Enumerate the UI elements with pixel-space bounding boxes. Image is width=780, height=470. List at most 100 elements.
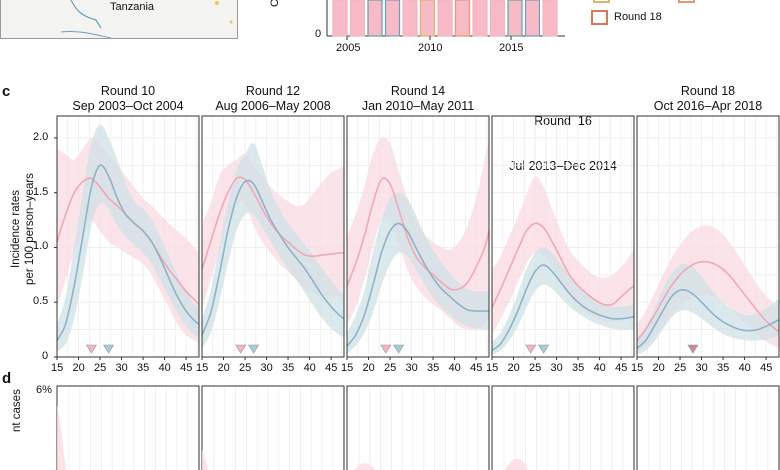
x-tick-label: 25: [239, 362, 252, 374]
ci-band-cropped: [202, 450, 208, 470]
subplot-frame: [636, 385, 780, 470]
bar-5: [419, 0, 436, 37]
x-tick-label: 25: [674, 362, 687, 374]
x-tick-label: 20: [507, 362, 520, 374]
panel-letter-d: d: [2, 370, 12, 387]
ci-band-series-1: [347, 192, 489, 354]
peak-marker: [525, 344, 537, 354]
x-tick-label: 15: [631, 362, 644, 374]
legend-swatch-round18: [591, 10, 608, 25]
legend-label-round18: Round 18: [614, 11, 662, 23]
subplot-round-3: [491, 115, 635, 360]
subplot-frame: [491, 385, 635, 470]
bar-8: [472, 0, 488, 37]
subplot-frame: [201, 115, 345, 358]
legend-swatch-cropped-2: [678, 0, 695, 3]
y-tick-label: 1.0: [33, 240, 49, 253]
peak-marker: [393, 344, 405, 354]
legend-swatch-cropped-1: [593, 0, 610, 3]
map-shapes: [60, 0, 233, 38]
x-tick-label: 25: [94, 362, 107, 374]
x-tick-label: 40: [303, 362, 316, 374]
x-tick-label: 40: [158, 362, 171, 374]
bar-2: [367, 0, 383, 37]
y-tick-label: 0: [42, 350, 49, 362]
peak-marker: [687, 344, 699, 354]
y-tick-label: 0.5: [33, 295, 49, 308]
bar-0: [332, 0, 348, 37]
peak-marker: [85, 344, 97, 354]
panel-d-y-top-label: 6%: [36, 384, 52, 396]
x-tick-label: 35: [137, 362, 150, 374]
subplot-frame: [636, 115, 780, 358]
line-series-1: [491, 264, 635, 352]
panel-d-subplot-1: [201, 385, 345, 470]
line-series-0: [346, 177, 490, 291]
x-tick-label: 15: [196, 362, 209, 374]
x-tick-label: 15: [486, 362, 499, 374]
subplot-title-round10: Round 10 Sep 2003–Oct 2004: [57, 84, 199, 114]
subplot-frame: [346, 115, 490, 358]
bar-6: [437, 0, 453, 37]
panel-d-subplot-0: [56, 385, 200, 470]
peak-marker: [235, 344, 247, 354]
subplot-frame: [201, 385, 345, 470]
bar-year-2015: 2015: [499, 42, 524, 54]
bar-10: [507, 0, 523, 37]
peak-marker: [248, 344, 260, 354]
line-series-0: [491, 222, 635, 309]
x-tick-label: 40: [448, 362, 461, 374]
bar-y-zero: 0: [315, 28, 322, 40]
x-tick-label: 40: [738, 362, 751, 374]
x-tick-label: 30: [695, 362, 708, 374]
bar-year-2005: 2005: [336, 42, 361, 54]
line-series-1: [201, 179, 345, 336]
x-tick-label: 20: [362, 362, 375, 374]
bar-11: [524, 0, 541, 37]
x-tick-label: 35: [572, 362, 585, 374]
peak-marker: [103, 344, 115, 354]
subplot-round-0: [56, 115, 200, 360]
line-series-1: [346, 222, 489, 347]
peak-marker: [538, 344, 550, 354]
bar-12: [542, 0, 558, 37]
x-tick-label: 20: [652, 362, 665, 374]
subplot-title-round10-name: Round 10: [100, 84, 156, 98]
subplot-frame: [56, 115, 200, 358]
bar-9: [489, 0, 506, 37]
subplot-frame: [56, 385, 200, 470]
y-tick-label: 2.0: [33, 130, 49, 143]
x-tick-label: 25: [529, 362, 542, 374]
subplot-frame: [491, 115, 635, 358]
subplot-title-round14-name: Round 14: [390, 84, 446, 98]
subplot-title-round16-name: Round 16: [534, 114, 592, 128]
x-tick-label: 40: [593, 362, 606, 374]
subplot-title-round18: Round 18 Oct 2016–Apr 2018: [637, 84, 779, 114]
subplot-title-round12-name: Round 12: [245, 84, 301, 98]
ci-band-cropped: [355, 463, 375, 470]
peak-marker: [380, 344, 392, 354]
map-country-label: Tanzania: [110, 1, 155, 13]
panel-letter-c: c: [2, 83, 11, 100]
bar-year-2010: 2010: [418, 42, 443, 54]
ci-band-cropped: [57, 405, 66, 470]
x-tick-label: 45: [470, 362, 483, 374]
y-tick-label: 1.5: [33, 185, 49, 198]
x-tick-label: 45: [325, 362, 338, 374]
subplot-round-4: [636, 115, 780, 360]
x-tick-label: 25: [384, 362, 397, 374]
ci-band-series-1: [492, 247, 634, 355]
x-tick-label: 20: [217, 362, 230, 374]
subplot-frame: [346, 385, 490, 470]
x-tick-label: 30: [115, 362, 128, 374]
bar-1: [349, 0, 366, 37]
subplot-title-round12: Round 12 Aug 2006–May 2008: [202, 84, 344, 114]
x-tick-label: 30: [260, 362, 273, 374]
map-inset: Tanzania: [0, 0, 238, 39]
subplot-title-round14-dates: Jan 2010–May 2011: [361, 99, 475, 113]
x-tick-label: 45: [615, 362, 628, 374]
bar-7: [454, 0, 471, 37]
x-tick-label: 45: [180, 362, 193, 374]
line-series-1: [56, 164, 200, 341]
